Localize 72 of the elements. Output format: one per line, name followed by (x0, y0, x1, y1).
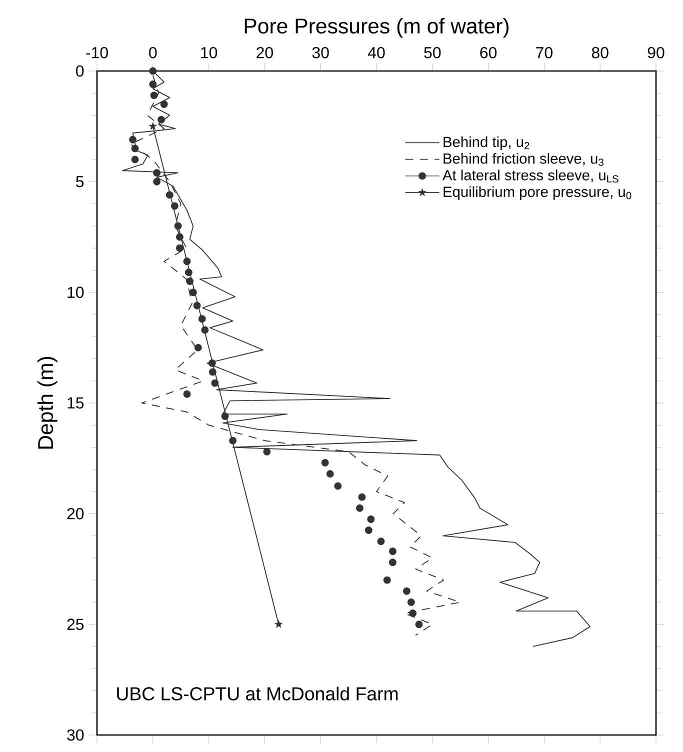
point (407, 598, 415, 606)
point (158, 116, 166, 124)
point (184, 268, 192, 276)
point (356, 504, 364, 512)
point (148, 122, 157, 130)
legend-label: At lateral stress sleeve, u$_{LS}$ (442, 170, 618, 183)
point (326, 470, 334, 478)
y-tick-label: 0 (76, 65, 84, 77)
x-tick-label: 20 (256, 46, 273, 58)
x-tick-label: 30 (312, 46, 329, 58)
point (201, 326, 209, 334)
point (321, 459, 329, 467)
point (193, 302, 201, 310)
point (153, 169, 161, 177)
x-tick-label: 60 (480, 46, 497, 58)
x-tick-label: 50 (424, 46, 441, 58)
legend-label: Behind tip, u$_{2}$ (444, 136, 530, 150)
point (150, 92, 158, 100)
point (170, 202, 178, 210)
y-tick-label: 25 (67, 618, 84, 630)
y-tick-label: 10 (68, 286, 84, 298)
point (377, 538, 385, 546)
y-axis-title: Depth (m) (37, 356, 58, 449)
y-tick-label: 5 (76, 176, 84, 188)
point (334, 482, 342, 490)
point (189, 288, 197, 296)
point (183, 390, 191, 398)
point (208, 368, 216, 376)
point (367, 515, 375, 523)
point (208, 359, 216, 367)
y-tick-label: 20 (67, 508, 84, 520)
x-tick-label: 0 (149, 46, 157, 58)
annotation: UBC LS-CPTU at McDonald Farm (117, 686, 398, 700)
point (221, 412, 229, 420)
point (131, 144, 139, 152)
point (364, 526, 372, 534)
x-axis-title: Pore Pressures (m of water) (244, 18, 509, 38)
point (383, 576, 391, 584)
y-tick-label: 15 (68, 397, 84, 409)
point (358, 493, 366, 501)
legend-label: Equilibrium pore pressure, u$_{0}$ (444, 186, 632, 200)
point (388, 558, 396, 566)
point (274, 620, 283, 628)
point (176, 244, 184, 252)
point (166, 191, 174, 199)
point (415, 620, 423, 628)
x-tick-label: 40 (368, 46, 385, 58)
x-tick-label: 10 (201, 46, 218, 58)
x-tick-label: 80 (592, 46, 608, 58)
point (194, 344, 202, 352)
point (186, 278, 194, 286)
point (263, 448, 271, 456)
point (176, 233, 184, 241)
point (183, 258, 191, 266)
point (229, 436, 237, 444)
x-tick-label: 90 (648, 46, 664, 58)
point (153, 178, 161, 186)
point (211, 379, 219, 387)
point (131, 156, 139, 164)
point (149, 80, 157, 88)
x-tick-label: 70 (536, 46, 552, 58)
y-tick-label: 30 (67, 729, 84, 741)
legend-label: Behind friction sleeve, u$_{3}$ (444, 152, 604, 166)
x-tick-label: -10 (86, 46, 108, 58)
point (149, 67, 157, 75)
point (402, 587, 410, 595)
point (160, 100, 168, 108)
point (174, 222, 182, 230)
point (198, 315, 206, 323)
point (129, 136, 137, 144)
point (409, 610, 417, 618)
point (388, 548, 396, 556)
